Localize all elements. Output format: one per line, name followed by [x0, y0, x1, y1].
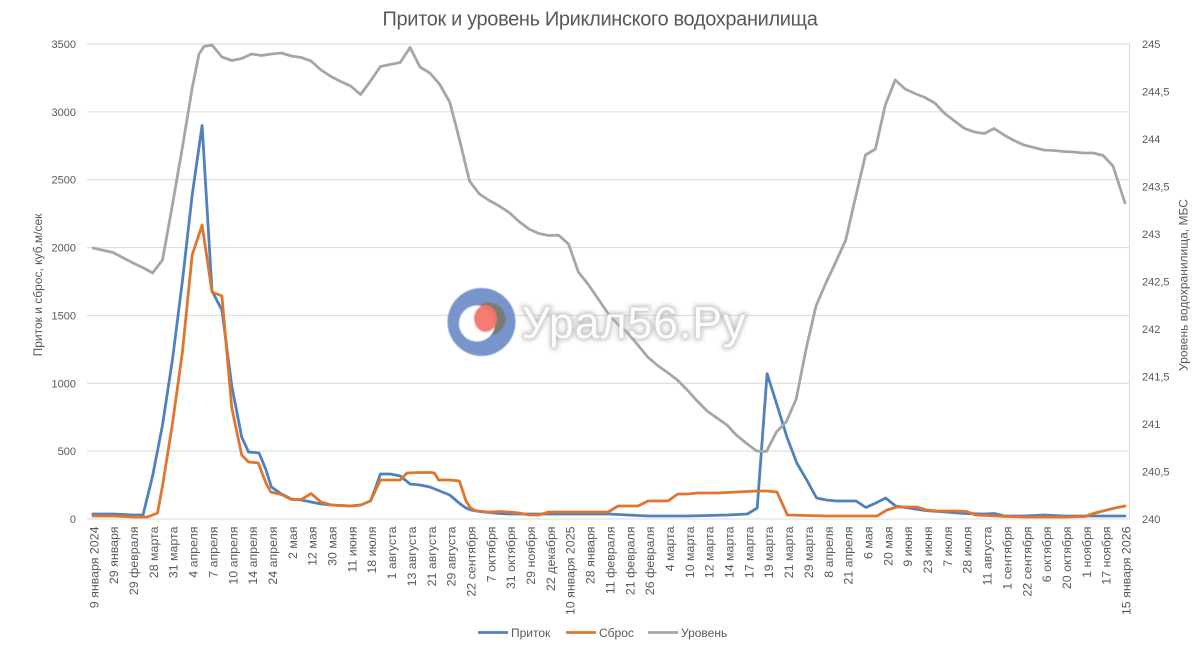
svg-text:12 мая: 12 мая: [306, 527, 320, 566]
svg-text:Урал56.Ру: Урал56.Ру: [522, 299, 747, 348]
svg-text:29 ноября: 29 ноября: [524, 527, 538, 585]
svg-text:28 марта: 28 марта: [147, 526, 161, 578]
svg-text:19 марта: 19 марта: [762, 526, 776, 578]
svg-text:245: 245: [1142, 39, 1160, 51]
svg-text:2500: 2500: [52, 175, 76, 187]
svg-text:242,5: 242,5: [1142, 277, 1170, 289]
svg-text:21 апреля: 21 апреля: [842, 527, 856, 585]
svg-text:21 марта: 21 марта: [782, 526, 796, 578]
svg-text:23 июня: 23 июня: [921, 527, 935, 574]
svg-text:8 апреля: 8 апреля: [822, 527, 836, 578]
svg-text:20 мая: 20 мая: [881, 527, 895, 566]
svg-text:7 июля: 7 июля: [941, 527, 955, 567]
svg-text:1 августа: 1 августа: [385, 526, 399, 579]
svg-text:28 июля: 28 июля: [961, 527, 975, 574]
svg-text:2000: 2000: [52, 243, 76, 255]
svg-text:15 января 2026: 15 января 2026: [1120, 526, 1134, 615]
svg-text:243: 243: [1142, 229, 1160, 241]
svg-text:17 марта: 17 марта: [742, 526, 756, 578]
svg-text:1 сентября: 1 сентября: [1000, 527, 1014, 590]
svg-text:13 августа: 13 августа: [405, 526, 419, 586]
svg-text:1000: 1000: [52, 378, 76, 390]
svg-text:22 сентября: 22 сентября: [464, 527, 478, 597]
svg-text:243,5: 243,5: [1142, 182, 1170, 194]
svg-text:244: 244: [1142, 134, 1160, 146]
svg-text:28 января: 28 января: [584, 527, 598, 585]
svg-text:29 февраля: 29 февраля: [127, 527, 141, 596]
svg-text:Уровень: Уровень: [681, 626, 727, 640]
svg-text:6 октября: 6 октября: [1040, 527, 1054, 583]
svg-text:244,5: 244,5: [1142, 87, 1170, 99]
svg-text:29 марта: 29 марта: [802, 526, 816, 578]
svg-text:21 августа: 21 августа: [425, 526, 439, 586]
svg-text:10 апреля: 10 апреля: [226, 527, 240, 585]
svg-text:7 октября: 7 октября: [484, 527, 498, 583]
svg-text:9 января 2024: 9 января 2024: [87, 526, 101, 608]
svg-text:Урал56.Ру: Урал56.Ру: [522, 299, 747, 348]
svg-text:29 августа: 29 августа: [445, 526, 459, 586]
svg-text:7 апреля: 7 апреля: [206, 527, 220, 578]
svg-text:31 октября: 31 октября: [504, 527, 518, 590]
svg-text:3000: 3000: [52, 107, 76, 119]
svg-text:31 марта: 31 марта: [167, 526, 181, 578]
svg-text:Уровень водохранилища, МБС: Уровень водохранилища, МБС: [1177, 199, 1191, 371]
svg-text:14 апреля: 14 апреля: [246, 527, 260, 585]
svg-text:Приток и сброс, куб.м/сек: Приток и сброс, куб.м/сек: [31, 213, 45, 357]
svg-text:22 декабря: 22 декабря: [544, 527, 558, 592]
svg-text:11 августа: 11 августа: [981, 526, 995, 585]
svg-text:9 июня: 9 июня: [901, 527, 915, 567]
svg-text:11 июня: 11 июня: [345, 527, 359, 573]
svg-text:11 февраля: 11 февраля: [603, 527, 617, 595]
svg-text:241,5: 241,5: [1142, 372, 1170, 384]
svg-text:21 февраля: 21 февраля: [623, 527, 637, 596]
svg-text:Приток: Приток: [511, 626, 551, 640]
svg-text:241: 241: [1142, 419, 1160, 431]
svg-text:17 ноября: 17 ноября: [1100, 527, 1114, 585]
svg-text:3500: 3500: [52, 39, 76, 51]
svg-text:500: 500: [58, 446, 76, 458]
svg-text:18 июля: 18 июля: [365, 527, 379, 574]
svg-text:22 сентября: 22 сентября: [1020, 527, 1034, 597]
svg-text:12 марта: 12 марта: [703, 526, 717, 578]
svg-text:1500: 1500: [52, 310, 76, 322]
svg-text:0: 0: [70, 514, 76, 526]
svg-text:2 мая: 2 мая: [286, 527, 300, 559]
svg-text:4 марта: 4 марта: [663, 526, 677, 571]
svg-text:240,5: 240,5: [1142, 467, 1170, 479]
svg-text:1 ноября: 1 ноября: [1080, 527, 1094, 578]
svg-text:26 февраля: 26 февраля: [643, 527, 657, 596]
svg-text:242: 242: [1142, 324, 1160, 336]
svg-text:14 марта: 14 марта: [723, 526, 737, 578]
svg-text:24 апреля: 24 апреля: [266, 527, 280, 585]
svg-text:20 октября: 20 октября: [1060, 527, 1074, 590]
svg-text:Приток и уровень Ириклинского: Приток и уровень Ириклинского водохранил…: [383, 9, 819, 31]
svg-text:10 января 2025: 10 января 2025: [564, 526, 578, 615]
svg-text:6 мая: 6 мая: [861, 527, 875, 559]
svg-text:10 марта: 10 марта: [683, 526, 697, 578]
svg-text:30 мая: 30 мая: [326, 527, 340, 566]
svg-text:240: 240: [1142, 514, 1160, 526]
svg-text:29 января: 29 января: [107, 527, 121, 585]
svg-text:4 апреля: 4 апреля: [187, 527, 201, 578]
svg-text:Сброс: Сброс: [599, 626, 634, 640]
